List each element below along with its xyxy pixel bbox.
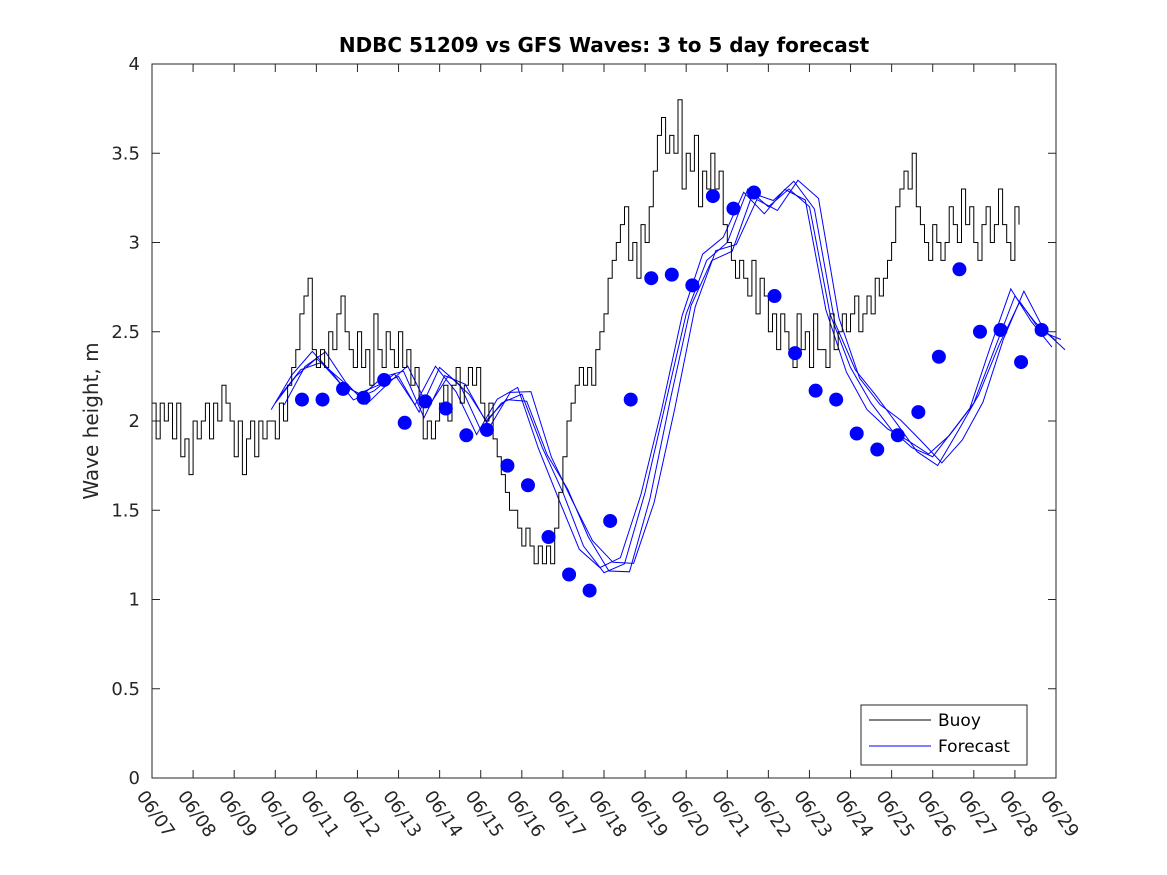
forecast-point xyxy=(336,381,351,396)
legend-box xyxy=(860,704,1028,766)
forecast-point xyxy=(1014,355,1029,370)
forecast-point xyxy=(562,567,577,582)
chart-title: NDBC 51209 vs GFS Waves: 3 to 5 day fore… xyxy=(339,33,870,57)
forecast-point xyxy=(603,513,618,528)
forecast-point xyxy=(829,392,844,407)
forecast-line xyxy=(279,180,1062,573)
forecast-point xyxy=(418,394,433,409)
forecast-point xyxy=(315,392,330,407)
forecast-point xyxy=(890,428,905,443)
forecast-point xyxy=(952,262,967,277)
forecast-point xyxy=(500,458,515,473)
forecast-point xyxy=(870,442,885,457)
y-tick-label: 1.5 xyxy=(111,500,140,521)
forecast-point xyxy=(993,322,1008,337)
forecast-point xyxy=(664,267,679,282)
forecast-point xyxy=(623,392,638,407)
forecast-point xyxy=(479,422,494,437)
y-tick-label: 3 xyxy=(129,233,140,254)
forecast-point xyxy=(644,271,659,286)
legend-label-buoy: Buoy xyxy=(938,711,981,731)
buoy-line xyxy=(152,99,1020,565)
forecast-point xyxy=(438,401,453,416)
forecast-point xyxy=(1034,322,1049,337)
forecast-point xyxy=(911,405,926,420)
data-layer xyxy=(152,99,1066,598)
forecast-point xyxy=(767,289,782,304)
forecast-point xyxy=(377,372,392,387)
forecast-point xyxy=(972,324,987,339)
y-tick-label: 0.5 xyxy=(111,679,140,700)
y-tick-label: 2 xyxy=(129,411,140,432)
forecast-point xyxy=(705,189,720,204)
forecast-point xyxy=(931,349,946,364)
forecast-point xyxy=(726,201,741,216)
forecast-point xyxy=(541,530,556,545)
forecast-point xyxy=(746,185,761,200)
y-tick-label: 3.5 xyxy=(111,143,140,164)
y-tick-label: 0 xyxy=(129,768,140,789)
forecast-line xyxy=(274,188,1057,574)
forecast-point xyxy=(685,278,700,293)
y-tick-label: 4 xyxy=(129,54,140,75)
y-axis-label: Wave height, m xyxy=(79,342,103,499)
legend: Buoy Forecast xyxy=(860,704,1028,766)
forecast-point xyxy=(294,392,309,407)
forecast-point xyxy=(849,426,864,441)
forecast-point xyxy=(397,415,412,430)
forecast-line xyxy=(270,188,1053,569)
y-tick-label: 1 xyxy=(129,590,140,611)
plot-area xyxy=(152,64,1056,778)
forecast-point xyxy=(520,478,535,493)
y-tick-label: 2.5 xyxy=(111,322,140,343)
forecast-point xyxy=(459,428,474,443)
forecast-point xyxy=(808,383,823,398)
forecast-point xyxy=(582,583,597,598)
forecast-point xyxy=(788,346,803,361)
plot-frame xyxy=(151,63,1057,779)
forecast-line xyxy=(283,179,1066,564)
forecast-point xyxy=(356,390,371,405)
legend-label-forecast: Forecast xyxy=(938,737,1010,757)
